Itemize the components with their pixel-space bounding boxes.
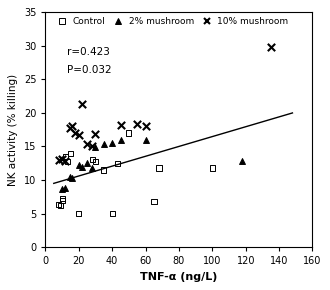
Point [101, 168, 107, 172]
Point [118, 137, 123, 142]
Point [68, 151, 73, 155]
Point [80, 102, 85, 106]
Point [58, 203, 63, 208]
Point [268, 45, 273, 50]
Point [70, 124, 75, 129]
Point [59, 186, 65, 191]
Point [118, 123, 123, 127]
Point [115, 161, 120, 166]
Legend: Control, 2% mushroom, 10% mushroom: Control, 2% mushroom, 10% mushroom [52, 17, 288, 26]
Point [73, 131, 78, 135]
Point [68, 125, 73, 130]
Point [110, 141, 115, 146]
Point [143, 124, 148, 129]
Point [89, 166, 95, 170]
Point [70, 176, 75, 180]
Point [68, 174, 73, 179]
Point [64, 159, 70, 164]
Point [63, 159, 68, 164]
Point [135, 122, 140, 127]
Point [156, 166, 162, 170]
Point [89, 144, 95, 149]
Point [110, 211, 115, 216]
Point [240, 159, 245, 164]
Point [76, 211, 82, 216]
X-axis label: TNF-α (ng/L): TNF-α (ng/L) [140, 272, 218, 282]
Point [76, 163, 82, 168]
Point [89, 157, 95, 162]
Point [76, 133, 82, 137]
Point [80, 164, 85, 169]
Point [84, 142, 90, 147]
Point [59, 198, 65, 202]
Point [101, 142, 107, 147]
Point [63, 154, 68, 159]
Point [63, 186, 68, 190]
Point [93, 132, 98, 137]
Point [56, 202, 61, 207]
Point [210, 166, 215, 170]
Text: r=0.423: r=0.423 [67, 47, 110, 57]
Point [143, 137, 148, 142]
Point [56, 157, 61, 162]
Point [151, 199, 156, 204]
Point [93, 145, 98, 149]
Y-axis label: NK activity (% killing): NK activity (% killing) [8, 74, 18, 186]
Point [126, 131, 132, 135]
Point [59, 196, 65, 201]
Text: P=0.032: P=0.032 [67, 65, 112, 75]
Point [93, 159, 98, 164]
Point [84, 161, 90, 166]
Point [59, 156, 65, 161]
